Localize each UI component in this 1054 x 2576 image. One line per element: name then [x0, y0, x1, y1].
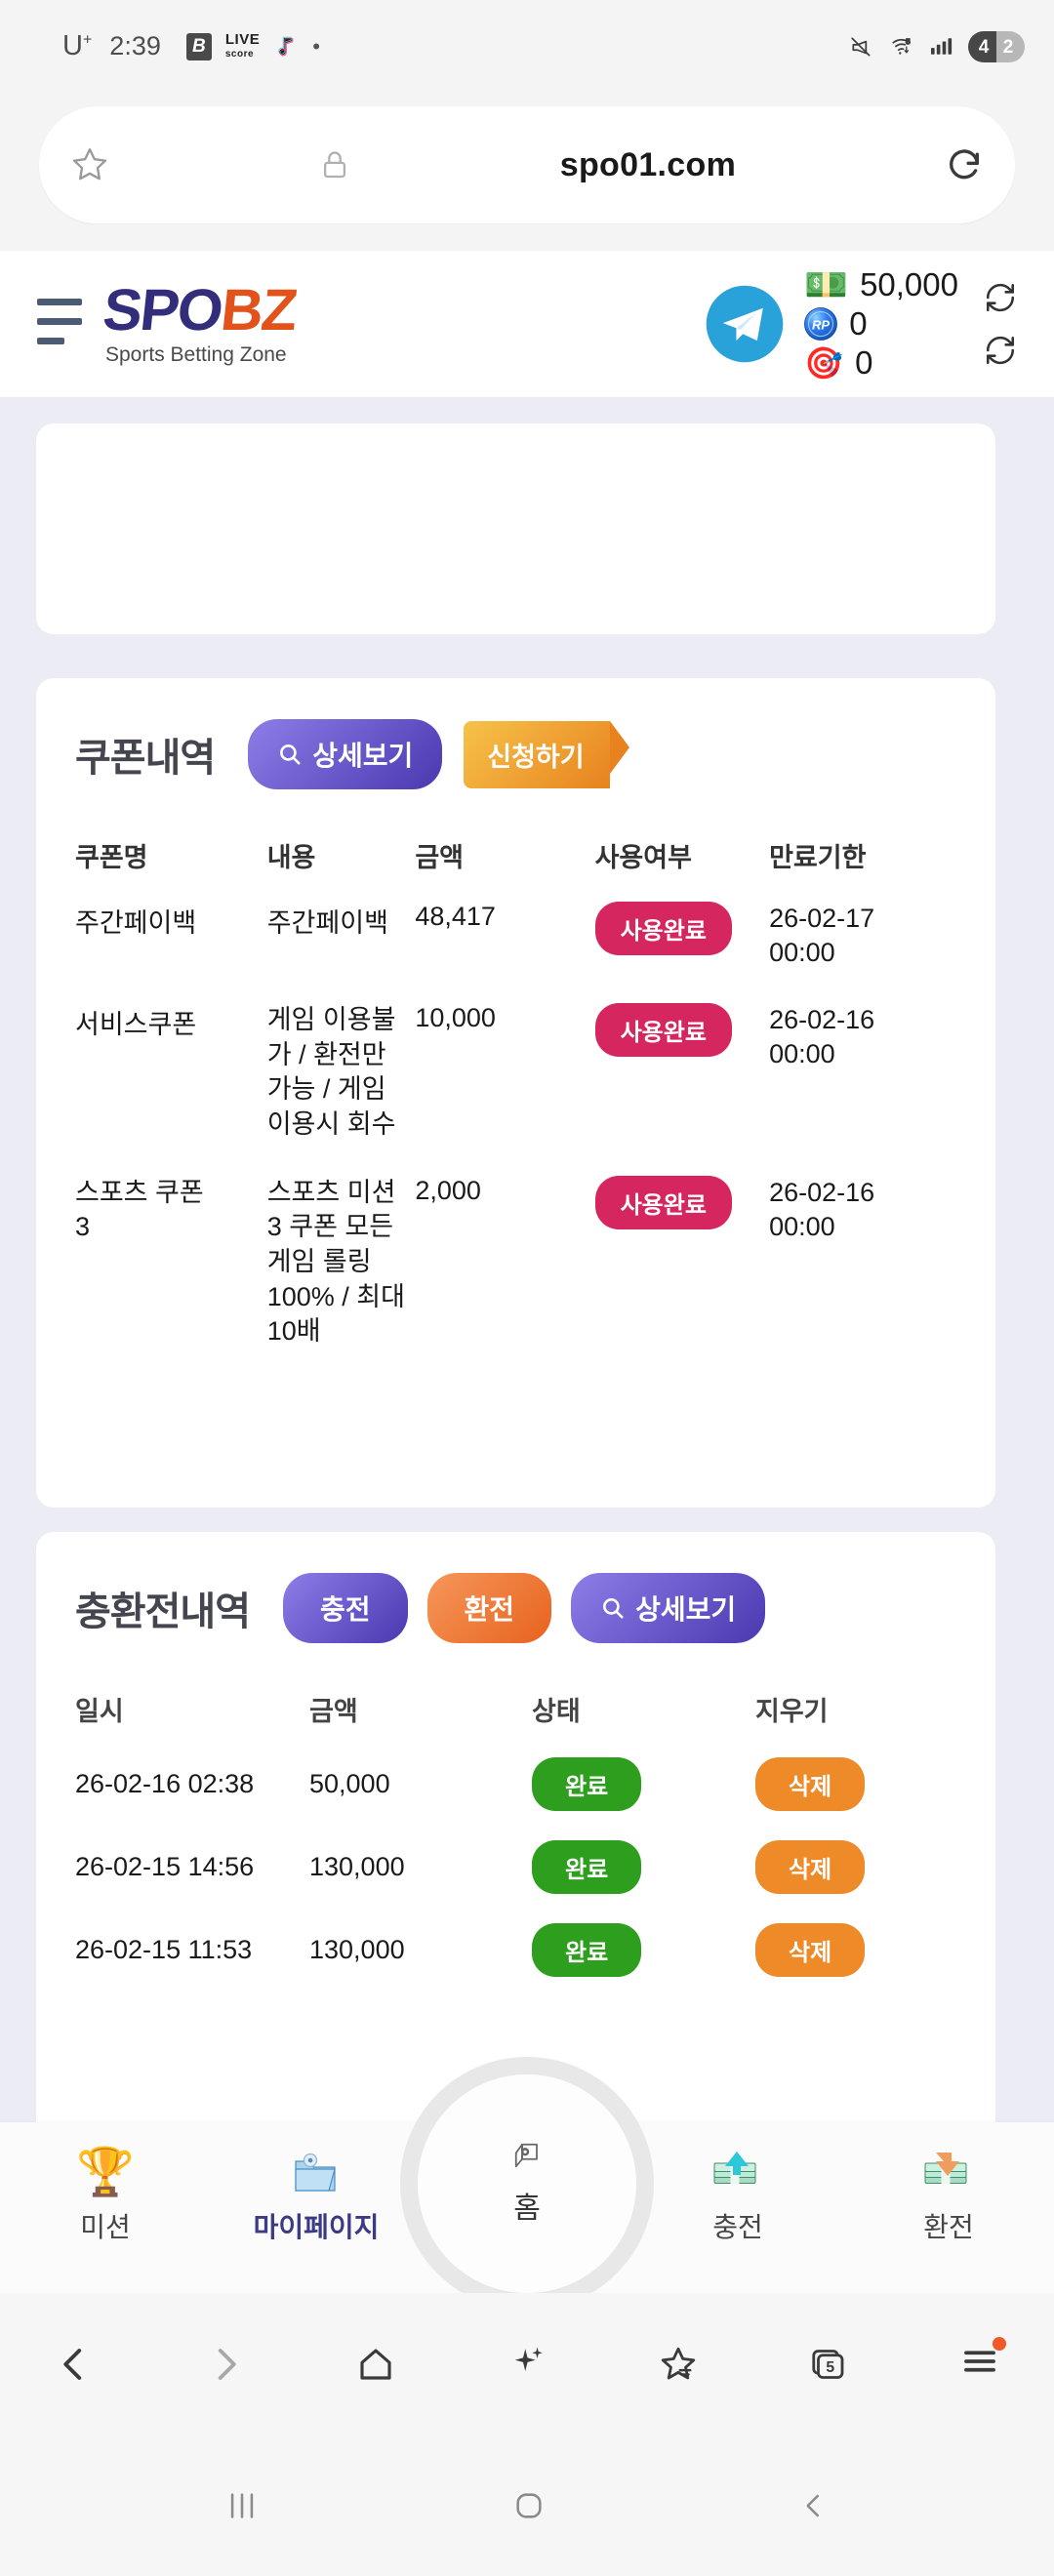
svg-text:5: 5 — [906, 36, 910, 45]
svg-text:RP: RP — [812, 318, 830, 333]
svg-text:2: 2 — [1003, 37, 1014, 58]
svg-text:4: 4 — [979, 37, 990, 58]
svg-text:5: 5 — [827, 2359, 835, 2376]
